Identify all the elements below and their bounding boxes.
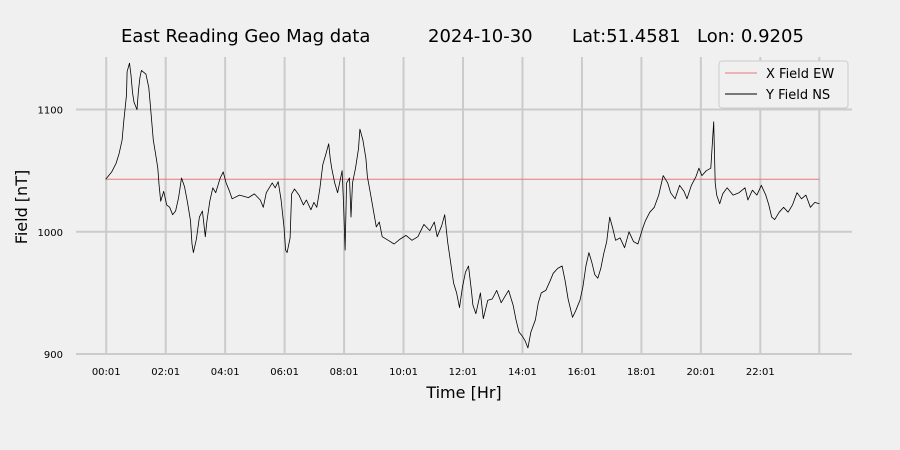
x-tick-label: 14:01 — [508, 367, 537, 378]
x-tick-label: 00:01 — [92, 367, 121, 378]
legend: X Field EW Y Field NS — [718, 60, 849, 109]
x-tick-label: 16:01 — [568, 367, 597, 378]
x-tick-label: 04:01 — [211, 367, 240, 378]
y-tick-label: 1000 — [38, 228, 63, 239]
x-axis-label: Time [Hr] — [425, 383, 501, 402]
x-tick-label: 02:01 — [151, 367, 180, 378]
y-tick-label: 1100 — [38, 106, 63, 117]
legend-label-x-field: X Field EW — [766, 67, 834, 82]
chart-title-longitude: Lon: 0.9205 — [697, 26, 804, 47]
series-layer — [105, 62, 820, 349]
x-tick-label: 08:01 — [330, 367, 359, 378]
legend-label-y-field: Y Field NS — [765, 88, 830, 103]
x-tick-label: 18:01 — [627, 367, 656, 378]
x-tick-label: 10:01 — [389, 367, 418, 378]
x-axis-ticks: 00:01 02:01 04:01 06:01 08:01 10:01 12:01 14:01… — [92, 367, 775, 378]
grid-layer — [76, 57, 852, 355]
chart-title-latitude: Lat:51.4581 — [572, 26, 681, 47]
series-line-y-field — [105, 62, 820, 349]
x-tick-label: 12:01 — [449, 367, 478, 378]
chart-title-date: 2024-10-30 — [428, 26, 533, 47]
x-tick-label: 22:01 — [746, 367, 775, 378]
y-axis-ticks: 900 1000 1100 — [38, 106, 63, 361]
chart-title-station: East Reading Geo Mag data — [121, 26, 370, 47]
y-axis-label: Field [nT] — [12, 170, 31, 244]
x-tick-label: 06:01 — [270, 367, 299, 378]
y-tick-label: 900 — [44, 350, 63, 361]
x-tick-label: 20:01 — [686, 367, 715, 378]
